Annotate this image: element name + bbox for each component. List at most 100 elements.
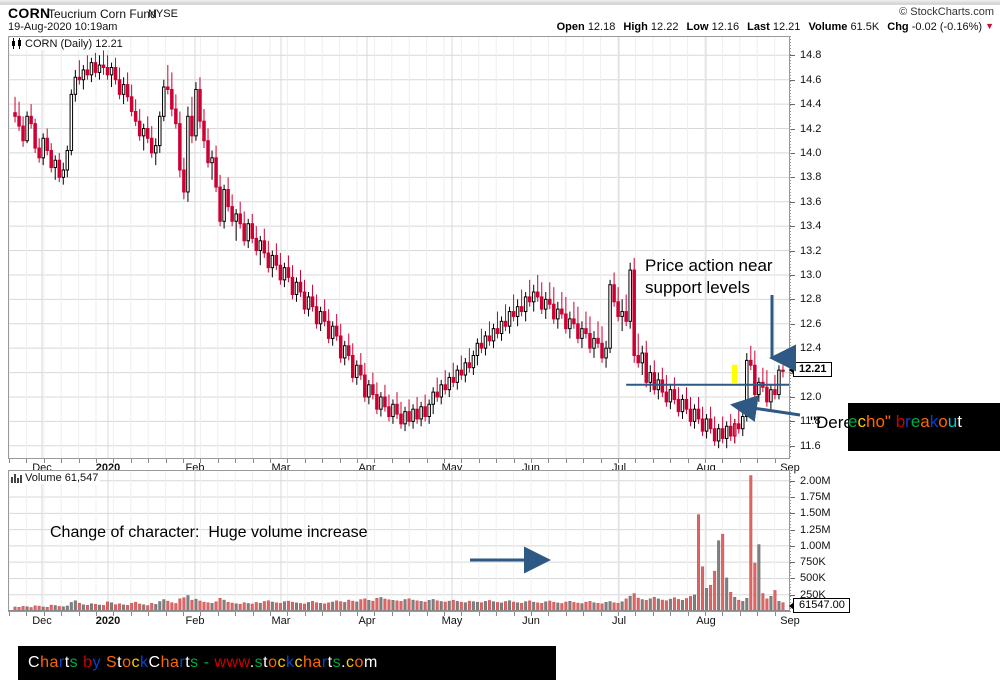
volume-y-label: 1.75M xyxy=(800,491,831,504)
exchange-label: NYSE xyxy=(148,8,178,20)
volume-x-tick xyxy=(43,612,45,616)
volume-y-label: 1.50M xyxy=(800,507,831,520)
price-x-tick xyxy=(757,459,759,463)
high-value: 12.22 xyxy=(650,21,679,33)
volume-x-tick xyxy=(165,612,167,616)
volume-y-tick xyxy=(790,529,795,531)
price-y-tick xyxy=(790,250,795,252)
price-plot xyxy=(9,37,789,458)
price-y-tick xyxy=(790,396,795,398)
volume-axis-rail xyxy=(790,470,791,612)
volume-value: 61.5K xyxy=(850,21,880,33)
price-y-tick xyxy=(790,299,795,301)
price-legend-text: CORN (Daily) 12.21 xyxy=(25,38,123,50)
volume-x-tick xyxy=(757,612,759,616)
last-label: Last xyxy=(747,21,770,33)
price-x-tick xyxy=(217,459,219,463)
price-y-label: 14.2 xyxy=(800,122,822,135)
volume-y-axis: 250K 500K 750K 1.00M 1.25M 1.50M 1.75M 2.00M xyxy=(790,470,870,612)
annotation-change-of-character: Change of character: Huge volume increas… xyxy=(50,524,368,541)
volume-x-tick xyxy=(444,612,445,616)
volume-panel[interactable]: Volume 61,547 xyxy=(8,470,790,612)
price-x-tick xyxy=(513,459,515,463)
volume-x-tick xyxy=(461,612,463,616)
price-x-tick xyxy=(600,459,602,463)
volume-y-label: 2.00M xyxy=(800,474,831,487)
price-panel[interactable]: CORN (Daily) 12.21 xyxy=(8,36,790,459)
volume-x-tick xyxy=(496,612,498,616)
price-x-tick xyxy=(548,459,550,463)
price-y-tick xyxy=(790,128,795,130)
price-y-label: 13.0 xyxy=(800,268,822,281)
volume-y-tick xyxy=(790,594,795,596)
volume-y-tick xyxy=(790,480,795,482)
volume-x-label: Feb xyxy=(185,615,205,627)
volume-x-tick xyxy=(322,612,324,616)
price-y-label: 14.4 xyxy=(800,98,822,111)
price-x-tick xyxy=(618,459,619,463)
volume-y-tick xyxy=(790,578,795,580)
volume-x-tick xyxy=(531,612,532,616)
price-x-tick xyxy=(652,459,654,463)
volume-x-tick xyxy=(130,612,132,616)
price-x-tick xyxy=(357,459,358,463)
price-x-tick xyxy=(148,459,150,463)
footer-watermark: Charts by StockCharts - www.stockcharts.… xyxy=(28,654,378,671)
volume-x-axis: Dec 2020 Feb Mar Apr May Jun Jul Aug Sep xyxy=(8,612,800,628)
price-y-label: 14.0 xyxy=(800,146,822,159)
price-x-tick xyxy=(635,459,637,463)
volume-x-tick xyxy=(200,612,202,616)
price-x-tick xyxy=(78,459,80,463)
price-y-tick xyxy=(790,177,795,179)
volume-x-tick xyxy=(357,612,358,616)
volume-x-tick xyxy=(600,612,602,616)
price-y-tick xyxy=(790,79,795,81)
window-top-strip xyxy=(0,0,1000,5)
volume-x-tick xyxy=(478,612,480,616)
volume-y-label: 1.00M xyxy=(800,539,831,552)
volume-y-tick xyxy=(790,562,795,564)
price-y-label: 13.2 xyxy=(800,244,822,257)
volume-x-label: Sep xyxy=(780,615,800,627)
price-y-tick xyxy=(790,104,795,106)
volume-x-label: May xyxy=(441,615,463,627)
volume-x-tick xyxy=(61,612,63,616)
volume-x-tick xyxy=(583,612,585,616)
volume-x-tick xyxy=(548,612,550,616)
volume-x-tick xyxy=(687,612,689,616)
volume-x-tick xyxy=(774,612,776,616)
volume-x-tick xyxy=(304,612,306,616)
price-y-tick xyxy=(790,201,795,203)
price-x-tick xyxy=(374,459,376,463)
low-label: Low xyxy=(686,21,709,33)
price-x-tick xyxy=(130,459,132,463)
volume-y-label: 500K xyxy=(800,572,826,585)
volume-x-tick xyxy=(618,612,619,616)
volume-plot xyxy=(9,471,789,611)
price-y-label: 13.4 xyxy=(800,220,822,233)
redacted-glitch-text: echo" breakout xyxy=(848,412,962,432)
price-x-tick xyxy=(61,459,63,463)
volume-x-tick xyxy=(9,612,10,616)
price-x-tick xyxy=(235,459,237,463)
price-x-tick xyxy=(287,459,289,463)
volume-x-tick xyxy=(235,612,237,616)
price-axis-rail xyxy=(790,36,791,459)
volume-y-tick xyxy=(790,497,795,499)
price-x-tick xyxy=(183,459,184,463)
down-triangle-icon: ▼ xyxy=(985,21,994,31)
volume-x-tick xyxy=(513,612,515,616)
price-x-tick xyxy=(687,459,689,463)
price-x-tick xyxy=(496,459,498,463)
price-x-tick xyxy=(391,459,393,463)
volume-x-tick xyxy=(374,612,376,616)
low-value: 12.16 xyxy=(711,21,740,33)
volume-x-tick xyxy=(739,612,741,616)
price-x-tick xyxy=(774,459,776,463)
volume-x-tick xyxy=(287,612,289,616)
price-y-tick xyxy=(790,55,795,57)
volume-x-tick xyxy=(705,612,706,616)
price-x-tick xyxy=(252,459,254,463)
annotation-price-action-text: Price action near support levels xyxy=(645,256,773,297)
price-x-tick xyxy=(670,459,672,463)
